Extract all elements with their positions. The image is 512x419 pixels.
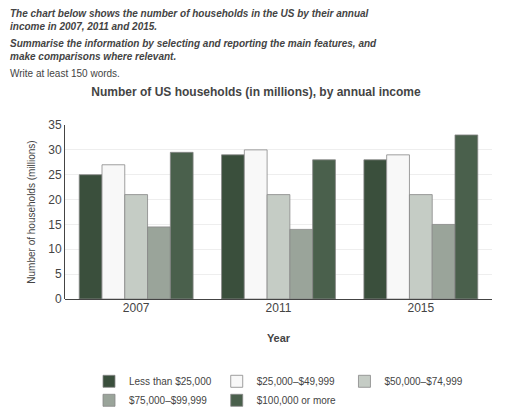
svg-text:make comparisons where relevan: make comparisons where relevant. — [10, 51, 176, 62]
svg-text:15: 15 — [48, 218, 62, 232]
svg-text:Write at least 150 words.: Write at least 150 words. — [10, 68, 120, 79]
svg-text:10: 10 — [48, 242, 62, 256]
svg-text:2007: 2007 — [123, 301, 150, 315]
svg-text:$100,000 or more: $100,000 or more — [257, 395, 336, 406]
svg-text:25: 25 — [48, 168, 62, 182]
svg-text:$75,000–$99,999: $75,000–$99,999 — [129, 395, 207, 406]
svg-text:Less than $25,000: Less than $25,000 — [129, 376, 212, 387]
svg-text:5: 5 — [55, 267, 62, 281]
svg-text:Year: Year — [267, 332, 291, 344]
svg-text:Number of households (millions: Number of households (millions) — [26, 140, 37, 283]
svg-text:The chart below shows the numb: The chart below shows the number of hous… — [10, 8, 369, 19]
svg-text:income in 2007, 2011 and 2015.: income in 2007, 2011 and 2015. — [10, 21, 157, 32]
svg-text:$25,000–$49,999: $25,000–$49,999 — [257, 376, 335, 387]
svg-text:2015: 2015 — [407, 301, 434, 315]
svg-text:20: 20 — [48, 193, 62, 207]
svg-text:30: 30 — [48, 143, 62, 157]
svg-text:2011: 2011 — [266, 301, 292, 315]
svg-text:$50,000–$74,999: $50,000–$74,999 — [384, 376, 462, 387]
svg-text:0: 0 — [55, 292, 62, 306]
svg-text:35: 35 — [48, 118, 62, 132]
svg-text:Summarise the information by s: Summarise the information by selecting a… — [10, 38, 377, 49]
svg-text:Number of US households (in mi: Number of US households (in millions), b… — [91, 85, 421, 99]
